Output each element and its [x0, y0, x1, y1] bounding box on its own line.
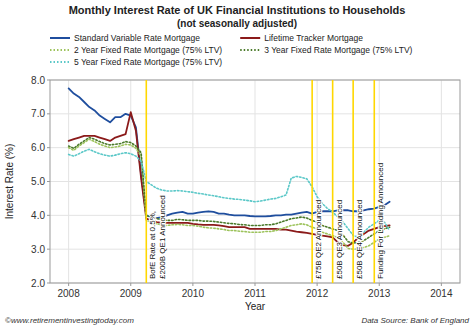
- legend-label: 5 Year Fixed Rate Mortgage (75% LTV): [74, 57, 222, 67]
- event-line: [373, 80, 375, 283]
- legend-label: Standard Variable Rate Mortgage: [74, 33, 200, 43]
- tick-mark: [255, 283, 256, 286]
- footer-note: Data Source: Bank of England: [361, 316, 469, 325]
- x-tick-label: 2011: [244, 288, 266, 299]
- tick-mark: [379, 283, 380, 286]
- grid-line: [50, 113, 460, 114]
- y-tick-label: 2.0: [31, 278, 45, 289]
- legend-label: 3 Year Fixed Rate Mortgage (75% LTV): [264, 45, 412, 55]
- y-tick-label: 7.0: [31, 108, 45, 119]
- y-tick-label: 6.0: [31, 142, 45, 153]
- event-line: [332, 80, 334, 283]
- grid-line: [50, 249, 460, 250]
- y-tick-label: 5.0: [31, 176, 45, 187]
- x-tick-label: 2014: [430, 288, 453, 299]
- event-label: £50B QE3 Announced: [335, 200, 344, 279]
- x-tick-label: 2008: [58, 288, 81, 299]
- y-tick-label: 3.0: [31, 244, 45, 255]
- legend-label: Lifetime Tracker Mortgage: [264, 33, 363, 43]
- legend-swatch: [50, 61, 70, 63]
- tick-mark: [47, 215, 50, 216]
- title: Monthly Interest Rate of UK Financial In…: [69, 4, 406, 16]
- tick-mark: [47, 283, 50, 284]
- x-tick-label: 2013: [368, 288, 391, 299]
- tick-mark: [47, 80, 50, 81]
- legend-swatch: [50, 37, 70, 39]
- subtitle: (not seasonally adjusted): [177, 18, 297, 29]
- grid-line: [50, 181, 460, 182]
- event-line: [145, 80, 147, 283]
- x-tick-label: 2009: [120, 288, 143, 299]
- tick-mark: [130, 283, 131, 286]
- event-line: [311, 80, 313, 283]
- tick-mark: [441, 283, 442, 286]
- legend-swatch: [240, 49, 260, 51]
- x-tick-label: 2012: [306, 288, 329, 299]
- grid: [50, 80, 460, 283]
- legend-label: 2 Year Fixed Rate Mortgage (75% LTV): [74, 45, 222, 55]
- tick-mark: [47, 249, 50, 250]
- tick-mark: [192, 283, 193, 286]
- chart: Monthly Interest Rate of UK Financial In…: [0, 0, 474, 327]
- legend-swatch: [240, 37, 260, 39]
- event-line: [352, 80, 354, 283]
- tick-mark: [68, 283, 69, 286]
- tick-mark: [317, 283, 318, 286]
- event-label: £75B QE2 Announced: [314, 200, 323, 279]
- footer-note: ©www.retirementinvestingtoday.com: [5, 316, 134, 325]
- legend: Standard Variable Rate Mortgage Lifetime …: [50, 33, 413, 67]
- y-tick-label: 8.0: [31, 75, 45, 86]
- plot-frame: [50, 80, 460, 283]
- tick-mark: [47, 147, 50, 148]
- legend-swatch: [50, 49, 70, 51]
- event-label: BofE Rate at 0.5%,£200B QE1 Announced: [148, 195, 166, 279]
- event-label: £50B QE4 Announced: [355, 200, 364, 279]
- y-tick-label: 4.0: [31, 210, 45, 221]
- event-label: Funding For Lending Announced: [376, 163, 385, 279]
- y-axis-label: Interest Rate (%): [4, 144, 15, 220]
- tick-mark: [47, 113, 50, 114]
- tick-mark: [47, 181, 50, 182]
- plot-area: [69, 80, 390, 283]
- x-axis-label: Year: [245, 301, 266, 312]
- x-tick-label: 2010: [182, 288, 205, 299]
